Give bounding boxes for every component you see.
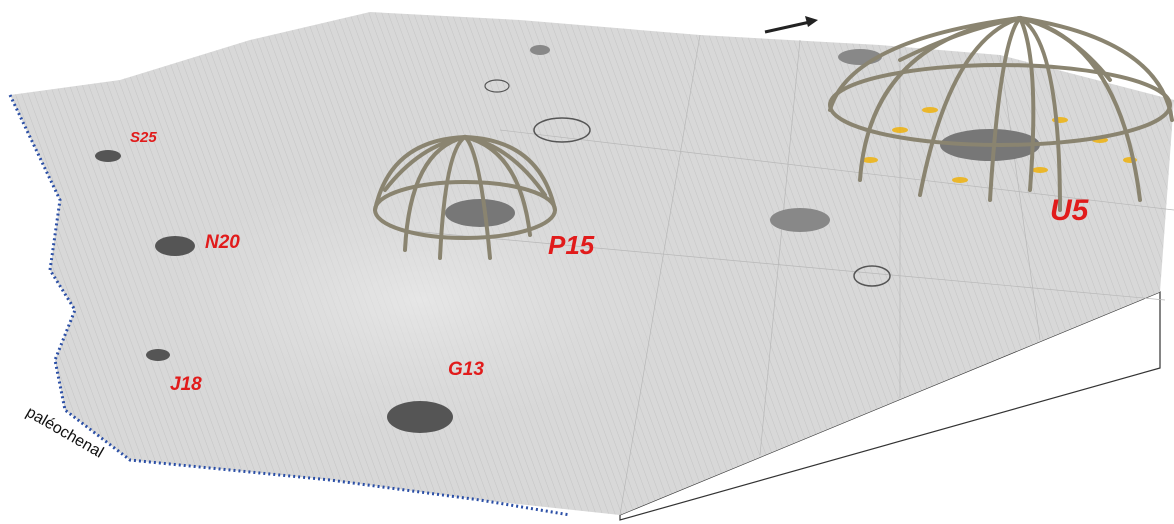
zone-label: N20 bbox=[205, 232, 240, 253]
zone-label: J18 bbox=[170, 374, 202, 395]
terrain-shade bbox=[100, 140, 740, 460]
north-arrow bbox=[764, 16, 818, 34]
zone-label: G13 bbox=[448, 359, 484, 380]
dome-large bbox=[828, 15, 1174, 212]
zone-label: U5 bbox=[1050, 194, 1090, 227]
side-face bbox=[619, 291, 1161, 521]
zone-label: P15 bbox=[548, 230, 595, 260]
paleochannel-edge bbox=[8, 94, 571, 517]
dome-small bbox=[373, 134, 557, 260]
zone-label: S25 bbox=[130, 129, 157, 146]
